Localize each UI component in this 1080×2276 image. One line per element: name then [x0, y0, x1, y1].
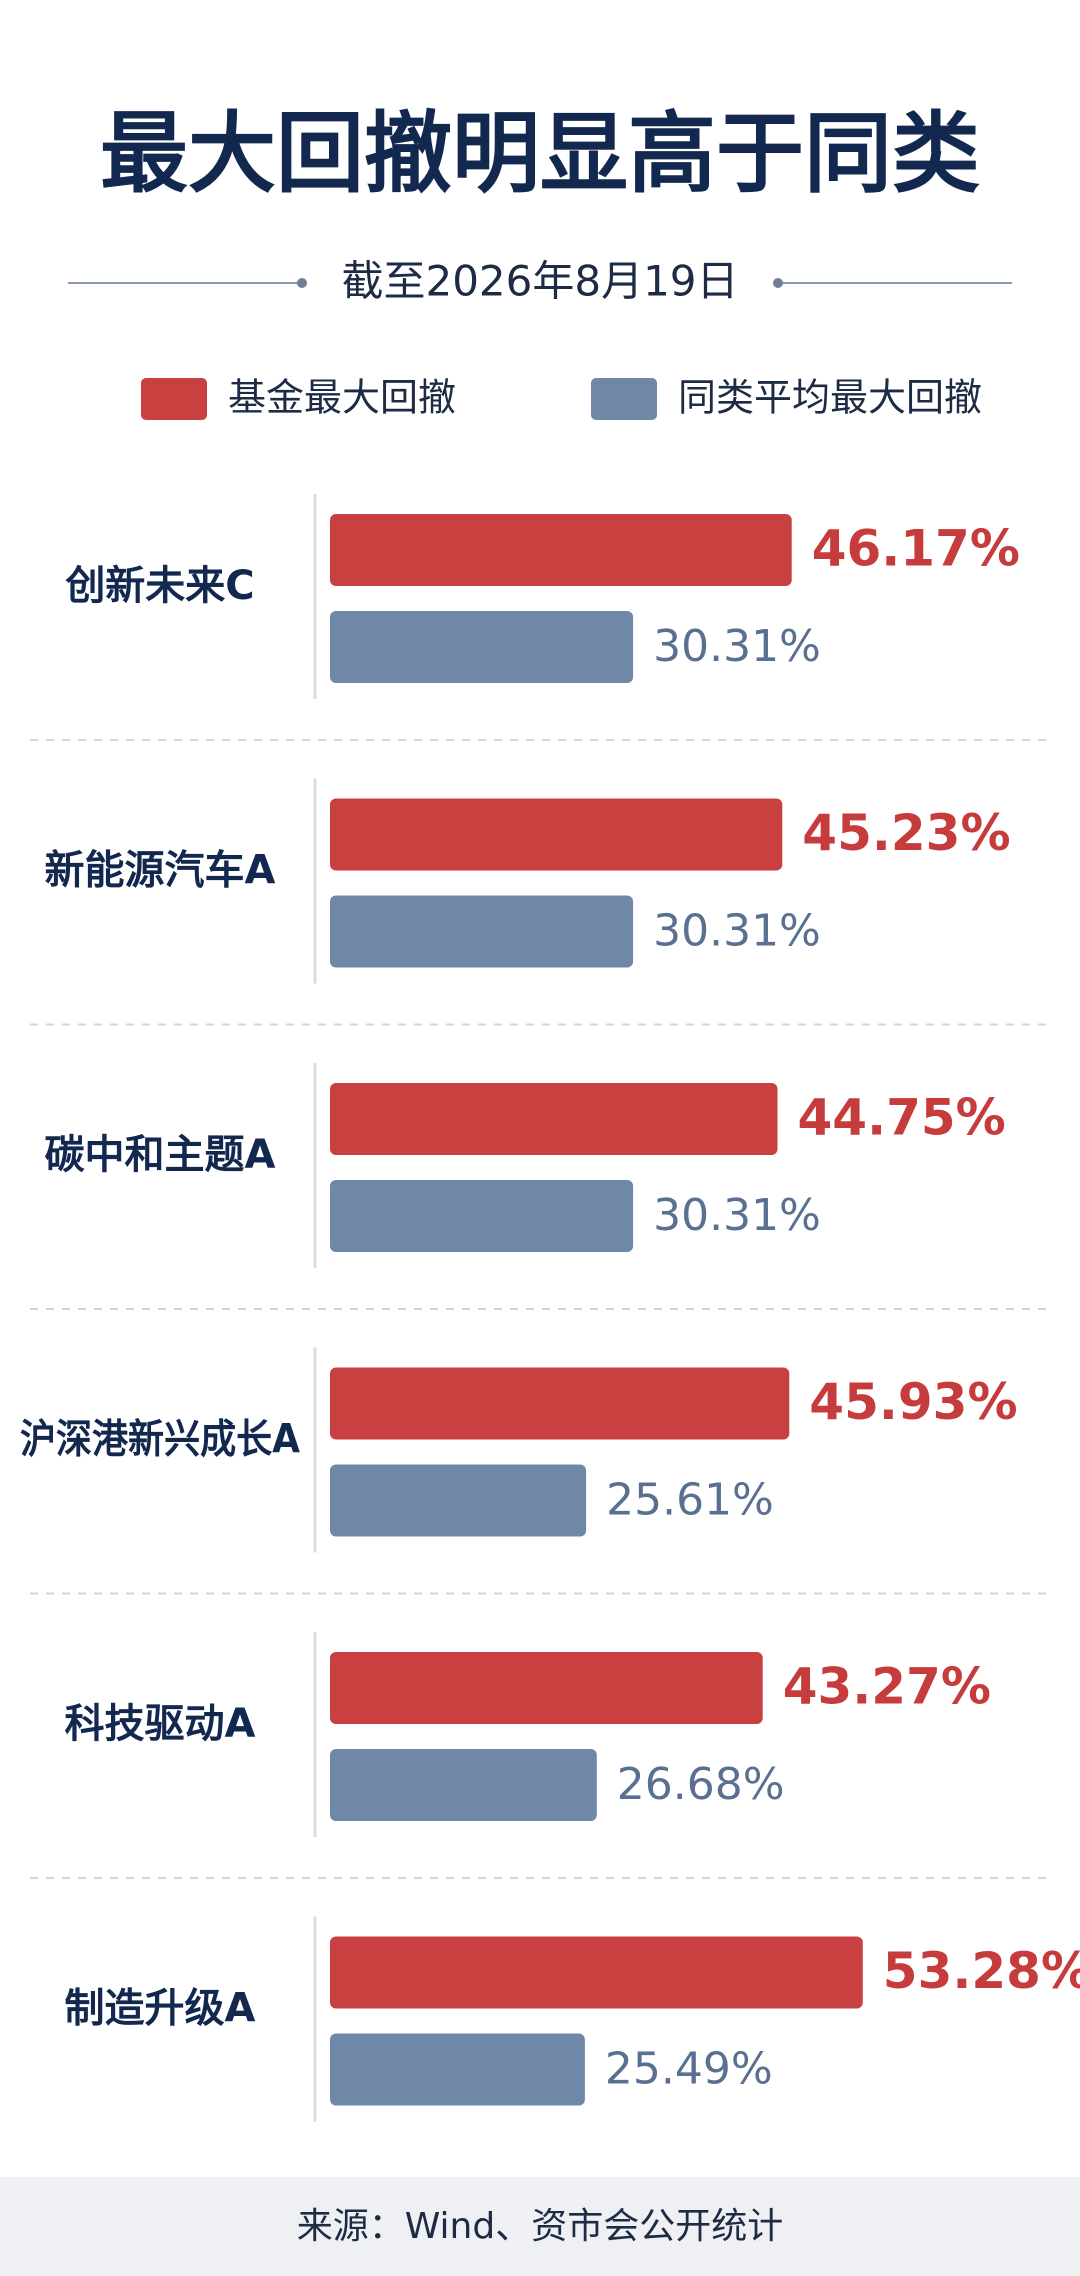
bar: [330, 2033, 585, 2106]
bar: [330, 1367, 790, 1440]
subtitle-dot: [297, 278, 307, 288]
bar: [330, 514, 792, 586]
bar: [330, 1464, 587, 1537]
value-label: 43.27%: [783, 1658, 991, 1716]
bar: [330, 1749, 597, 1821]
subtitle-dot: [773, 278, 783, 288]
legend-label: 基金最大回撤: [228, 376, 456, 420]
value-label: 45.23%: [802, 804, 1010, 862]
value-label: 45.93%: [809, 1373, 1017, 1431]
bar: [330, 611, 634, 683]
category-label: 创新未来C: [65, 563, 254, 609]
category-label: 沪深港新兴成长A: [20, 1417, 300, 1463]
value-label: 30.31%: [653, 621, 821, 672]
chart-title: 最大回撤明显高于同类: [100, 102, 980, 205]
bar: [330, 1936, 863, 2009]
legend-swatch: [591, 378, 657, 420]
value-label: 53.28%: [883, 1942, 1080, 2000]
footer-band: [0, 2177, 1080, 2276]
category-label: 新能源汽车A: [45, 848, 276, 894]
value-label: 26.68%: [617, 1759, 785, 1810]
bar: [330, 798, 783, 871]
legend-swatch: [141, 378, 207, 420]
category-label: 制造升级A: [65, 1986, 256, 2032]
bar: [330, 1652, 763, 1724]
bar: [330, 895, 634, 968]
bar: [330, 1083, 778, 1155]
value-label: 30.31%: [653, 1190, 821, 1241]
category-label: 科技驱动A: [65, 1701, 256, 1747]
legend-label: 同类平均最大回撤: [678, 376, 982, 420]
value-label: 46.17%: [812, 520, 1020, 578]
value-label: 25.61%: [606, 1475, 774, 1526]
value-label: 30.31%: [653, 906, 821, 957]
bar: [330, 1180, 634, 1252]
source-note: 来源：Wind、资市会公开统计: [297, 2206, 783, 2247]
value-label: 25.49%: [605, 2044, 773, 2095]
chart-subtitle: 截至2026年8月19日: [341, 257, 738, 306]
value-label: 44.75%: [798, 1089, 1006, 1147]
category-label: 碳中和主题A: [45, 1132, 276, 1178]
